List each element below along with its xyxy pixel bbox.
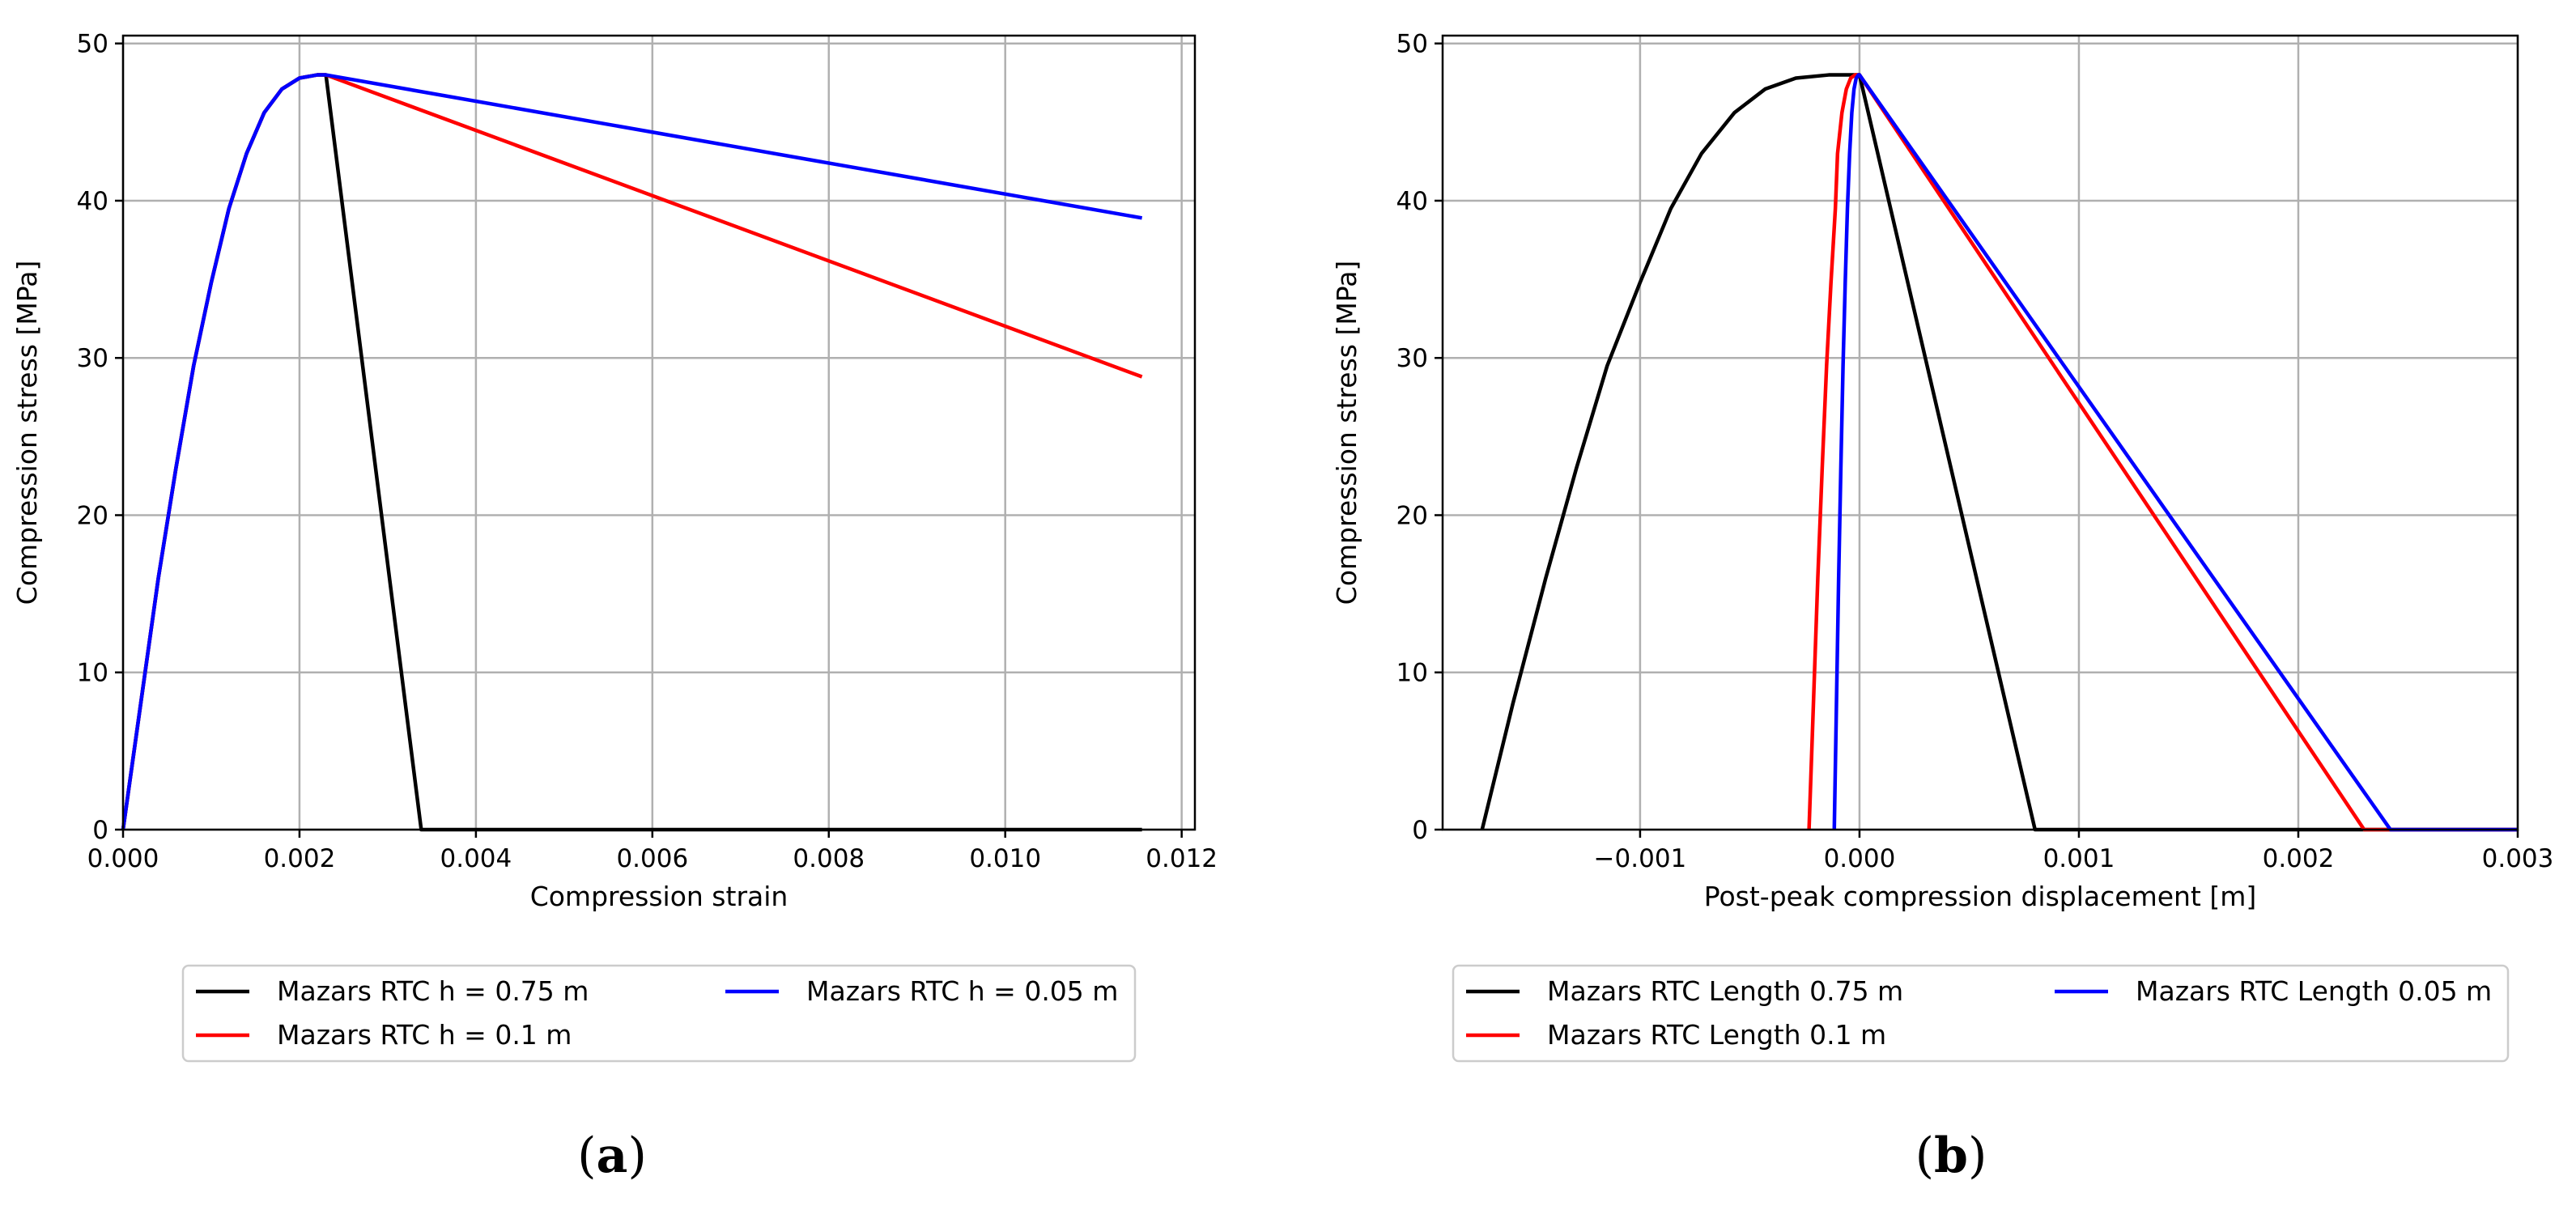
legend-label-a-2: Mazars RTC h = 0.05 m — [806, 975, 1118, 1007]
x-axis-label-a: Compression strain — [530, 881, 789, 912]
y-tick-label-b-2: 20 — [1396, 501, 1428, 530]
chart-panel-b: −0.001 0.000 0.001 0.002 0.003 0 10 20 30 40 50 Pos… — [1331, 30, 2553, 1184]
x-axis-label-b: Post-peak compression displacement [m] — [1704, 881, 2257, 912]
series-line-b-0 — [1480, 73, 2518, 832]
x-tick-label-a-1: 0.002 — [264, 844, 336, 873]
x-tick-label-b-4: 0.003 — [2482, 844, 2554, 873]
chart-panel-a: 0.000 0.002 0.004 0.006 0.008 0.010 0.012 0 10 20… — [11, 30, 1218, 1184]
x-tick-label-a-3: 0.006 — [616, 844, 688, 873]
x-tick-label-b-1: 0.000 — [1824, 844, 1896, 873]
legend-b: Mazars RTC Length 0.75 m Mazars RTC Lengt… — [1452, 964, 2510, 1063]
plot-frame-a — [121, 34, 1197, 831]
plot-frame-b — [1441, 34, 2519, 831]
y-tick-label-a-0: 0 — [92, 816, 108, 845]
series-line-b-2 — [1832, 73, 2518, 832]
series-line-b-1 — [1807, 73, 2518, 832]
x-tick-label-a-6: 0.012 — [1146, 844, 1218, 873]
x-tick-label-b-3: 0.002 — [2263, 844, 2335, 873]
legend-a: Mazars RTC h = 0.75 m Mazars RTC h = 0.1 … — [181, 964, 1137, 1063]
x-tick-label-a-5: 0.010 — [969, 844, 1041, 873]
series-line-a-2 — [121, 73, 1143, 830]
y-tick-label-b-4: 40 — [1396, 187, 1428, 216]
y-tick-label-a-1: 10 — [77, 659, 108, 688]
x-tick-label-b-0: −0.001 — [1594, 844, 1687, 873]
y-tick-label-a-4: 40 — [77, 187, 108, 216]
x-tick-label-a-2: 0.004 — [440, 844, 512, 873]
y-tick-label-b-5: 50 — [1396, 30, 1428, 59]
panel-caption-b: (b) — [1915, 1127, 1987, 1184]
legend-box-b — [1452, 964, 2510, 1063]
y-tick-label-b-3: 30 — [1396, 344, 1428, 373]
legend-label-a-1: Mazars RTC h = 0.1 m — [277, 1019, 572, 1051]
legend-label-a-0: Mazars RTC h = 0.75 m — [277, 975, 589, 1007]
x-tick-label-a-0: 0.000 — [87, 844, 159, 873]
legend-label-b-1: Mazars RTC Length 0.1 m — [1547, 1019, 1886, 1051]
y-tick-label-a-2: 20 — [77, 501, 108, 530]
series-line-a-1 — [121, 73, 1143, 830]
y-axis-label-a: Compression stress [MPa] — [11, 261, 43, 605]
legend-label-b-0: Mazars RTC Length 0.75 m — [1547, 975, 1903, 1007]
panel-caption-a: (a) — [577, 1127, 647, 1184]
y-tick-label-b-1: 10 — [1396, 659, 1428, 688]
legend-label-b-2: Mazars RTC Length 0.05 m — [2136, 975, 2492, 1007]
y-tick-label-b-0: 0 — [1412, 816, 1428, 845]
x-tick-label-b-2: 0.001 — [2043, 844, 2115, 873]
y-axis-label-b: Compression stress [MPa] — [1331, 261, 1362, 605]
legend-box-a — [181, 964, 1137, 1063]
y-tick-label-a-5: 50 — [77, 30, 108, 59]
y-tick-label-a-3: 30 — [77, 344, 108, 373]
x-tick-label-a-4: 0.008 — [793, 844, 865, 873]
